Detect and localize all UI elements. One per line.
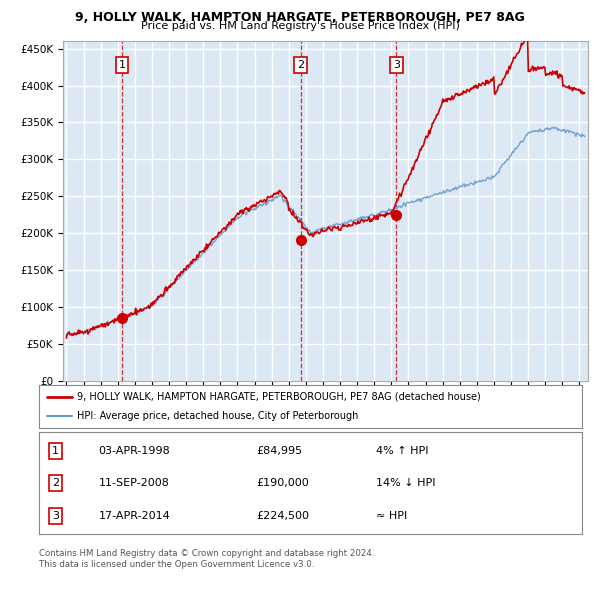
Text: HPI: Average price, detached house, City of Peterborough: HPI: Average price, detached house, City… [77, 411, 358, 421]
Text: 03-APR-1998: 03-APR-1998 [99, 445, 170, 455]
Text: 9, HOLLY WALK, HAMPTON HARGATE, PETERBOROUGH, PE7 8AG (detached house): 9, HOLLY WALK, HAMPTON HARGATE, PETERBOR… [77, 392, 481, 402]
Text: 4% ↑ HPI: 4% ↑ HPI [376, 445, 428, 455]
Text: ≈ HPI: ≈ HPI [376, 511, 407, 521]
Text: 3: 3 [52, 511, 59, 521]
Text: £224,500: £224,500 [256, 511, 309, 521]
Text: £190,000: £190,000 [256, 478, 309, 488]
Text: Price paid vs. HM Land Registry's House Price Index (HPI): Price paid vs. HM Land Registry's House … [140, 21, 460, 31]
Text: This data is licensed under the Open Government Licence v3.0.: This data is licensed under the Open Gov… [39, 560, 314, 569]
Text: 3: 3 [393, 60, 400, 70]
Text: Contains HM Land Registry data © Crown copyright and database right 2024.: Contains HM Land Registry data © Crown c… [39, 549, 374, 558]
Text: 11-SEP-2008: 11-SEP-2008 [99, 478, 170, 488]
Text: 1: 1 [118, 60, 125, 70]
Text: 17-APR-2014: 17-APR-2014 [99, 511, 170, 521]
Text: 2: 2 [52, 478, 59, 488]
Text: 14% ↓ HPI: 14% ↓ HPI [376, 478, 435, 488]
Text: 2: 2 [297, 60, 304, 70]
Text: 1: 1 [52, 445, 59, 455]
Text: 9, HOLLY WALK, HAMPTON HARGATE, PETERBOROUGH, PE7 8AG: 9, HOLLY WALK, HAMPTON HARGATE, PETERBOR… [75, 11, 525, 24]
Text: £84,995: £84,995 [256, 445, 302, 455]
